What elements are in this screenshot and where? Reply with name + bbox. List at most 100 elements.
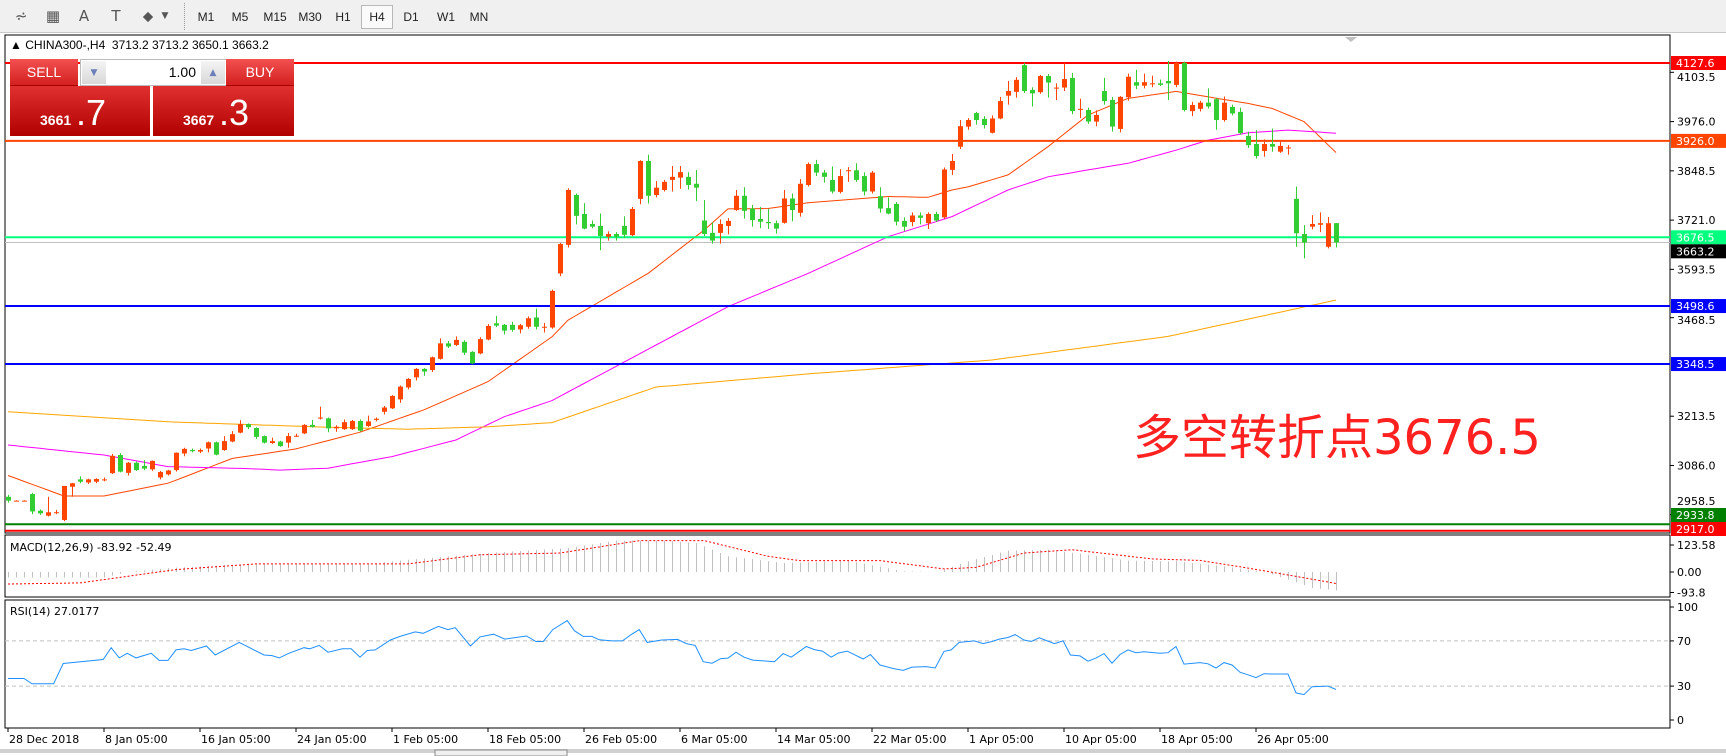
candle-body — [1126, 76, 1131, 98]
candle-body — [1254, 143, 1259, 156]
candle — [230, 431, 235, 443]
candle — [142, 460, 147, 471]
candle — [1158, 79, 1163, 87]
sell-price-button[interactable]: 3661 .7 — [10, 86, 150, 136]
candle-body — [1174, 62, 1179, 85]
candle — [1014, 77, 1019, 98]
candle — [414, 368, 419, 381]
price-tag — [1671, 299, 1726, 314]
candle — [702, 200, 707, 236]
buy-price-button[interactable]: 3667 .3 — [153, 86, 294, 136]
candle — [438, 338, 443, 360]
candle-body — [766, 222, 771, 224]
price-tick-label: 3593.5 — [1677, 263, 1716, 276]
candle — [590, 220, 595, 229]
candle — [526, 316, 531, 329]
time-label: 6 Mar 05:00 — [681, 733, 747, 746]
candle-body — [670, 176, 675, 180]
candle-body — [438, 343, 443, 359]
candle — [1206, 88, 1211, 109]
rsi-tick-label: 70 — [1677, 635, 1691, 648]
chevron-down-icon[interactable]: ▼ — [161, 11, 169, 21]
timeframe-m30[interactable]: M30 — [298, 10, 322, 24]
symbol-ohlc: CHINA300-,H4 3713.2 3713.2 3650.1 3663.2 — [25, 38, 269, 52]
candle-body — [494, 323, 499, 326]
candle — [126, 461, 131, 476]
candle-body — [1038, 75, 1043, 93]
sell-button[interactable]: SELL — [10, 59, 78, 86]
collapse-arrow-icon[interactable]: ▲ — [10, 38, 22, 52]
candle — [902, 217, 907, 232]
candle-body — [446, 343, 451, 347]
candle — [894, 201, 899, 226]
candle — [78, 476, 83, 484]
one-click-trading-panel: SELL ▼ 1.00 ▲ BUY 3661 .7 3667 .3 — [10, 59, 294, 136]
candle-body — [558, 244, 563, 274]
candle-body — [462, 341, 467, 353]
timeframe-mn[interactable]: MN — [469, 10, 489, 24]
lot-decrease-icon[interactable]: ▼ — [82, 61, 106, 84]
text-label-icon[interactable]: T — [111, 7, 121, 25]
price-tick-label: 3721.0 — [1677, 214, 1716, 227]
candle-body — [1142, 82, 1147, 86]
candle — [966, 118, 971, 130]
candle-body — [1270, 143, 1275, 147]
fibonacci-fan-icon[interactable]: ⩫ — [14, 7, 28, 25]
candle-body — [918, 215, 923, 218]
candle-body — [526, 318, 531, 327]
candle — [998, 96, 1003, 120]
candle — [990, 115, 995, 134]
candle-body — [742, 195, 747, 211]
candle — [278, 440, 283, 447]
candle-body — [14, 500, 19, 502]
candle — [982, 116, 987, 129]
candle-body — [422, 368, 427, 372]
text-icon[interactable]: A — [78, 7, 90, 25]
buy-button[interactable]: BUY — [226, 59, 294, 86]
candle-body — [374, 418, 379, 420]
timeframe-m5[interactable]: M5 — [231, 10, 249, 24]
candle — [542, 322, 547, 333]
candle-body — [646, 160, 651, 196]
candle-body — [846, 170, 851, 172]
candle — [342, 419, 347, 430]
bid-price-tag — [1671, 244, 1726, 259]
candle — [118, 453, 123, 473]
timeframe-m1[interactable]: M1 — [197, 10, 215, 24]
candle-body — [246, 424, 251, 428]
candle-body — [150, 460, 155, 470]
timeframe-h4[interactable]: H4 — [361, 5, 393, 29]
candle-body — [502, 324, 507, 331]
candle — [1134, 69, 1139, 90]
timeframe-h1[interactable]: H1 — [335, 10, 351, 24]
candle — [150, 460, 155, 471]
candle-body — [550, 290, 555, 328]
candle — [1246, 131, 1251, 148]
candle — [830, 166, 835, 194]
candle-body — [566, 189, 571, 245]
arrows-icon[interactable]: ⬥ — [142, 7, 154, 25]
lot-increase-icon[interactable]: ▲ — [201, 61, 225, 84]
candle — [1062, 63, 1067, 92]
fibonacci-grid-icon[interactable]: ▦ — [45, 7, 61, 25]
timeframe-d1[interactable]: D1 — [403, 10, 419, 24]
lot-value[interactable]: 1.00 — [168, 64, 196, 80]
candle — [502, 324, 507, 335]
candle-body — [1238, 111, 1243, 134]
candle-body — [286, 436, 291, 443]
candle — [942, 167, 947, 219]
candle-body — [54, 512, 59, 514]
candle-body — [854, 170, 859, 180]
timeframe-w1[interactable]: W1 — [437, 10, 455, 24]
lot-size-field[interactable]: ▼ 1.00 ▲ — [80, 59, 227, 86]
candle — [350, 419, 355, 430]
timeframe-m15[interactable]: M15 — [263, 10, 287, 24]
candle-body — [734, 195, 739, 211]
candle — [366, 415, 371, 427]
candle — [1182, 61, 1187, 112]
candle — [974, 111, 979, 125]
candle — [934, 211, 939, 223]
candle-body — [1318, 223, 1323, 225]
chart-annotation-text: 多空转折点3676.5 — [1133, 410, 1541, 466]
